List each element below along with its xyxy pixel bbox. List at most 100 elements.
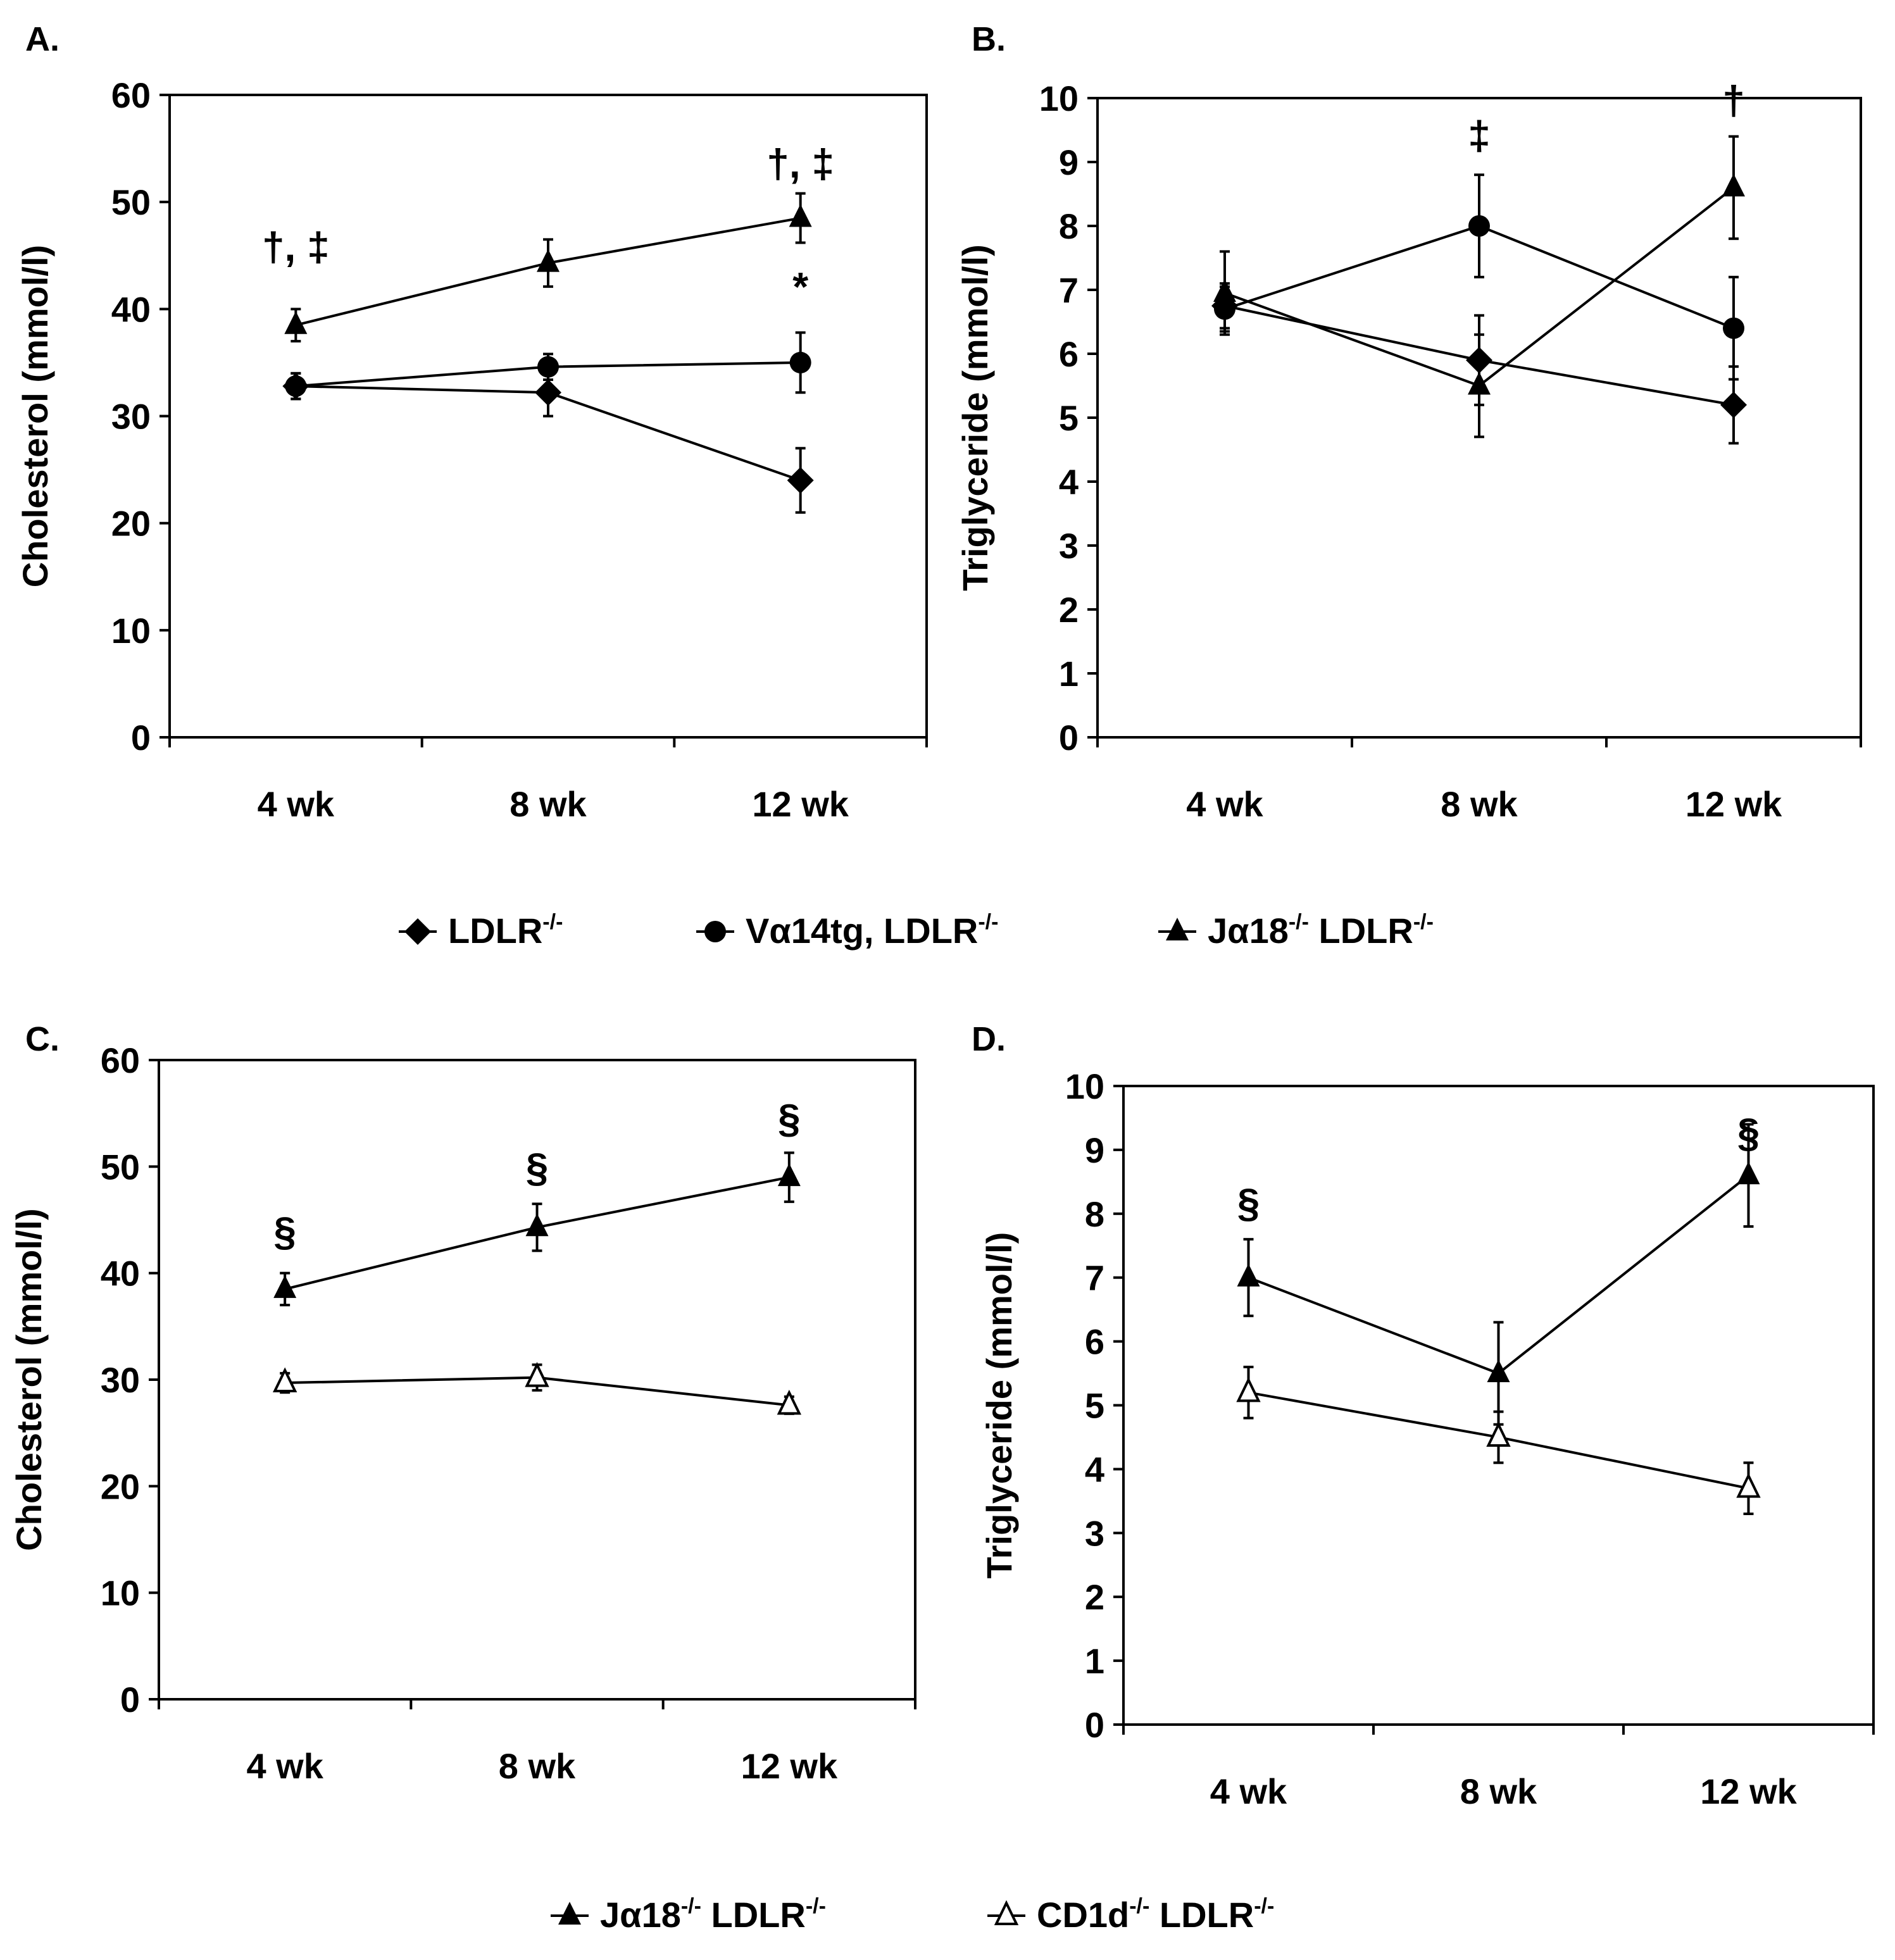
panel-label: D. (972, 1020, 1006, 1058)
legend-marker-icon (704, 921, 726, 942)
series-circle (285, 331, 811, 401)
panel-label: C. (25, 1020, 59, 1058)
significance-annotation: † (1722, 77, 1745, 123)
y-tick-label: 40 (111, 289, 151, 329)
y-tick-label: 6 (1085, 1322, 1104, 1362)
y-tick-label: 5 (1059, 398, 1079, 438)
y-tick-label: 1 (1059, 654, 1079, 694)
series-triangle-open (1236, 1365, 1761, 1516)
y-tick-label: 0 (131, 718, 151, 758)
data-point (1468, 215, 1490, 237)
legend-label: LDLR-/- (448, 910, 563, 951)
y-tick-label: 50 (101, 1147, 140, 1187)
data-point (535, 379, 561, 406)
series-triangle (273, 1151, 801, 1307)
y-axis-title: Triglyceride (mmol/l) (979, 1232, 1019, 1579)
legend-item: Jα18-/- LDLR-/- (1158, 910, 1434, 951)
x-tick-label: 12 wk (1685, 784, 1782, 824)
x-tick-label: 4 wk (1186, 784, 1263, 824)
x-tick-label: 12 wk (741, 1746, 838, 1786)
y-tick-label: 40 (101, 1254, 140, 1294)
significance-annotation: †, ‡ (766, 140, 834, 186)
data-point (525, 1213, 549, 1237)
significance-annotation: ‡ (1468, 113, 1491, 158)
y-tick-label: 2 (1059, 590, 1079, 630)
y-tick-label: 8 (1085, 1194, 1104, 1234)
legend-marker-icon (1166, 918, 1189, 940)
y-tick-label: 0 (120, 1680, 140, 1720)
data-point (1213, 279, 1236, 303)
significance-annotation: § (526, 1145, 549, 1190)
data-point (525, 1362, 549, 1387)
y-tick-label: 30 (111, 397, 151, 437)
x-tick-label: 4 wk (1210, 1771, 1287, 1811)
data-point (537, 356, 559, 378)
panel-label: B. (972, 20, 1006, 58)
legend-bottom: Jα18-/- LDLR-/- CD1d-/- LDLR-/- (551, 1894, 1274, 1935)
y-tick-label: 4 (1085, 1449, 1104, 1489)
data-point (1722, 173, 1745, 197)
data-point (537, 249, 560, 272)
data-point (273, 1275, 297, 1298)
data-point (777, 1389, 802, 1415)
y-tick-label: 60 (111, 75, 151, 115)
y-tick-label: 1 (1085, 1641, 1104, 1681)
legend-item: CD1d-/- LDLR-/- (987, 1894, 1274, 1935)
data-point (1720, 391, 1747, 418)
data-point (1486, 1421, 1511, 1447)
y-tick-label: 3 (1085, 1513, 1104, 1553)
y-tick-label: 30 (101, 1360, 140, 1400)
series-diamond (282, 368, 814, 514)
x-tick-label: 12 wk (1700, 1771, 1797, 1811)
data-point (1723, 317, 1744, 339)
series-triangle (1213, 135, 1745, 439)
y-tick-label: 10 (1039, 78, 1079, 118)
y-tick-label: 9 (1059, 142, 1079, 182)
y-tick-label: 3 (1059, 526, 1079, 566)
significance-annotation: * (792, 264, 808, 309)
chart-panel-c: C. 0 10 20 30 40 50 60 4 wk 8 wk 12 wk Cholesterol … (9, 1020, 916, 1786)
significance-annotation: § (1237, 1180, 1260, 1226)
data-point (1468, 371, 1491, 395)
data-point (777, 1163, 801, 1187)
data-point (1237, 1263, 1260, 1287)
y-tick-label: 0 (1085, 1705, 1104, 1745)
chart-panel-d: D. 0 1 2 3 4 5 6 7 8 9 10 4 wk 8 wk 12 wk Triglyceride … (972, 1020, 1875, 1811)
x-tick-label: 12 wk (752, 784, 849, 824)
y-tick-label: 10 (1065, 1066, 1104, 1106)
legend-item: Jα18-/- LDLR-/- (551, 1894, 826, 1935)
y-tick-label: 0 (1059, 718, 1079, 758)
panel-label: A. (25, 20, 59, 58)
data-point (789, 351, 811, 373)
data-point (272, 1367, 297, 1393)
data-point (787, 467, 814, 494)
y-axis-title: Triglyceride (mmol/l) (955, 244, 995, 591)
y-tick-label: 8 (1059, 206, 1079, 246)
data-point (789, 204, 812, 227)
x-tick-label: 8 wk (499, 1746, 576, 1786)
significance-annotation: § (1737, 1110, 1760, 1156)
y-tick-label: 7 (1085, 1258, 1104, 1298)
x-tick-label: 8 wk (510, 784, 587, 824)
y-tick-label: 20 (101, 1466, 140, 1506)
legend-label: Jα18-/- LDLR-/- (1208, 910, 1434, 951)
legend-top: LDLR-/- Vα14tg, LDLR-/- Jα18-/- LDLR-/- (399, 910, 1434, 951)
data-point (284, 311, 308, 334)
y-tick-label: 10 (111, 611, 151, 651)
x-tick-label: 8 wk (1460, 1771, 1537, 1811)
x-tick-label: 4 wk (258, 784, 335, 824)
y-tick-label: 4 (1059, 462, 1079, 502)
data-point (1737, 1161, 1760, 1185)
y-tick-label: 7 (1059, 270, 1079, 310)
significance-annotation: § (778, 1095, 801, 1141)
data-point (1236, 1376, 1261, 1402)
legend-marker-icon (404, 918, 431, 945)
y-tick-label: 6 (1059, 334, 1079, 374)
legend-marker-icon (558, 1902, 581, 1925)
chart-panel-a: A. 0 10 20 30 40 50 60 4 wk 8 wk 12 wk Cholesterol … (15, 20, 928, 824)
x-tick-label: 4 wk (246, 1746, 323, 1786)
y-tick-label: 60 (101, 1040, 140, 1080)
series-triangle (284, 192, 812, 343)
